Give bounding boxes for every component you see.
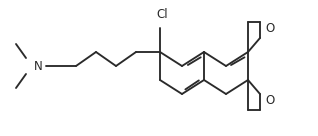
Text: N: N (34, 60, 42, 72)
Text: O: O (266, 21, 275, 35)
Text: O: O (266, 94, 275, 106)
Text: Cl: Cl (156, 7, 168, 21)
